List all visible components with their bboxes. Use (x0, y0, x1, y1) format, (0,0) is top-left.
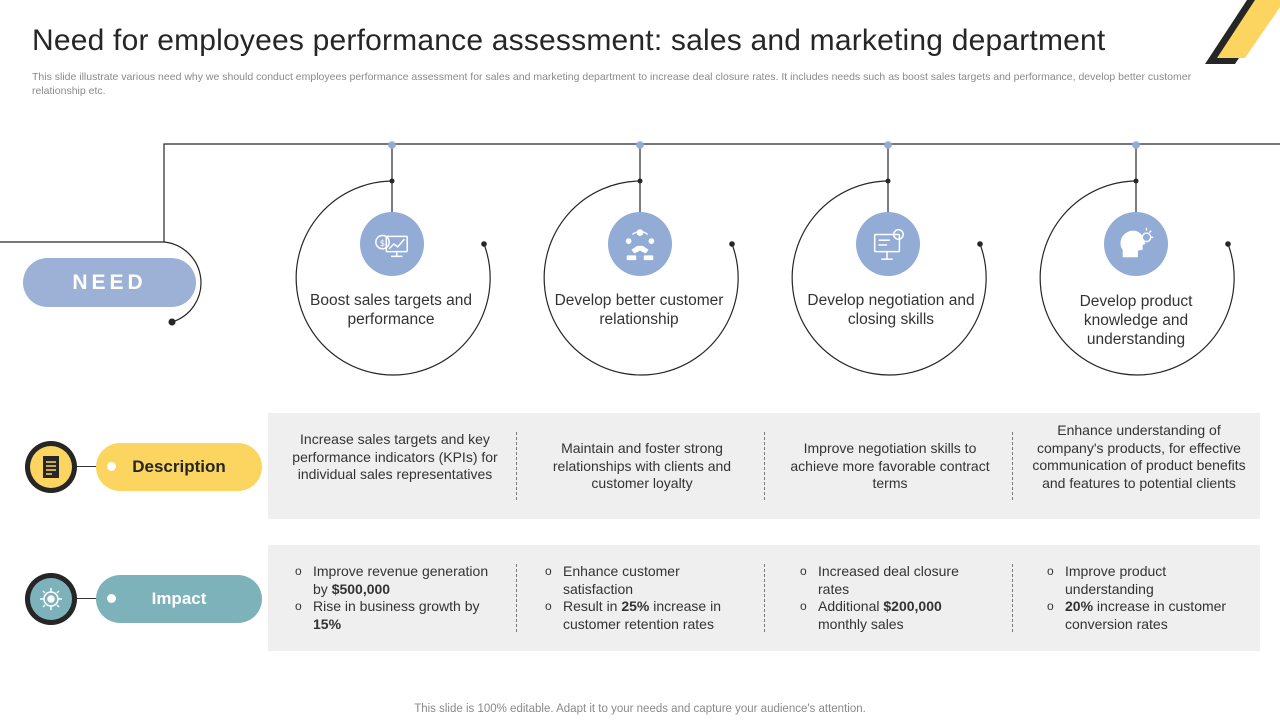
need-label-4: Develop product knowledge and understand… (1079, 293, 1193, 348)
impact-item: Increased deal closure rates (800, 563, 970, 598)
negotiation-icon (856, 212, 920, 276)
target-icon (25, 573, 77, 625)
page-title: Need for employees performance assessmen… (32, 24, 1106, 57)
impact-item: Improve product understanding (1047, 563, 1247, 598)
footer-note: This slide is 100% editable. Adapt it to… (414, 703, 866, 715)
impact-list-1: Improve revenue generation by $500,000 R… (295, 563, 500, 633)
description-divider-3 (1012, 432, 1013, 500)
need-pill: NEED (23, 258, 196, 307)
impact-connector-dot (105, 592, 118, 605)
product-knowledge-icon (1104, 212, 1168, 276)
need-label-3: Develop negotiation and closing skills (807, 292, 975, 328)
description-text-1: Increase sales targets and key performan… (292, 431, 498, 482)
customer-relationship-icon (608, 212, 672, 276)
impact-item: Additional $200,000 monthly sales (800, 598, 970, 633)
impact-item: Result in 25% increase in customer reten… (545, 598, 745, 633)
description-text-2: Maintain and foster strong relationships… (552, 440, 732, 491)
impact-divider-1 (516, 564, 517, 632)
page-subtitle: This slide illustrate various need why w… (32, 71, 1192, 97)
sales-target-icon: $ (360, 212, 424, 276)
impact-list-3: Increased deal closure rates Additional … (800, 563, 970, 633)
corner-decoration (1205, 0, 1280, 64)
impact-connector (77, 598, 107, 599)
description-divider-2 (764, 432, 765, 500)
need-label-2: Develop better customer relationship (554, 292, 724, 328)
description-text-3: Improve negotiation skills to achieve mo… (790, 440, 990, 491)
impact-item: Rise in business growth by 15% (295, 598, 500, 633)
impact-list-4: Improve product understanding 20% increa… (1047, 563, 1247, 633)
impact-item: 20% increase in customer conversion rate… (1047, 598, 1247, 633)
description-divider-1 (516, 432, 517, 500)
document-icon (25, 441, 77, 493)
description-text-4: Enhance understanding of company's produ… (1032, 422, 1246, 491)
description-connector (77, 466, 107, 467)
need-label-1: Boost sales targets and performance (310, 292, 472, 328)
impact-item: Enhance customer satisfaction (545, 563, 745, 598)
impact-pill: Impact (96, 575, 262, 623)
impact-item: Improve revenue generation by $500,000 (295, 563, 500, 598)
description-pill: Description (96, 443, 262, 491)
impact-divider-3 (1012, 564, 1013, 632)
impact-divider-2 (764, 564, 765, 632)
description-connector-dot (105, 460, 118, 473)
impact-list-2: Enhance customer satisfaction Result in … (545, 563, 745, 633)
svg-text:$: $ (380, 239, 385, 249)
